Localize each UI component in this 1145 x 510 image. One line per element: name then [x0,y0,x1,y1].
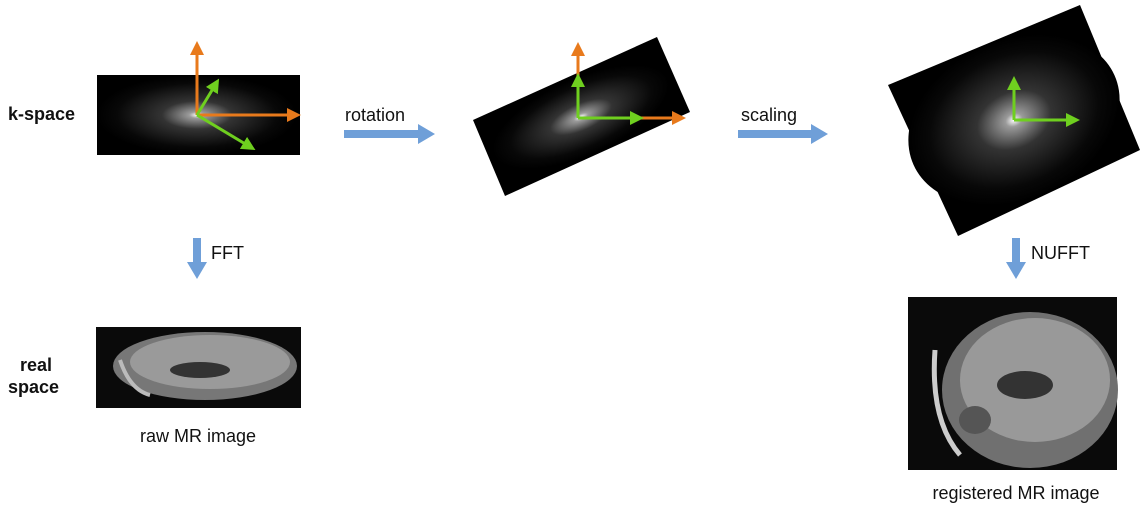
step-label: scaling [741,105,797,125]
mr-image [96,327,301,408]
k-space-image [888,5,1140,236]
k-space-image [97,41,301,155]
arrow [738,124,828,144]
step-label: NUFFT [1031,243,1090,263]
row-label: k-space [8,104,75,124]
step-label: FFT [211,243,244,263]
step-label: rotation [345,105,405,125]
row-label: real [20,355,52,375]
mr-image [908,297,1118,470]
caption: raw MR image [140,426,256,446]
arrow [187,238,207,279]
arrow [1006,238,1026,279]
arrow [344,124,435,144]
row-label: space [8,377,59,397]
caption: registered MR image [932,483,1099,503]
k-space-image [473,37,690,196]
